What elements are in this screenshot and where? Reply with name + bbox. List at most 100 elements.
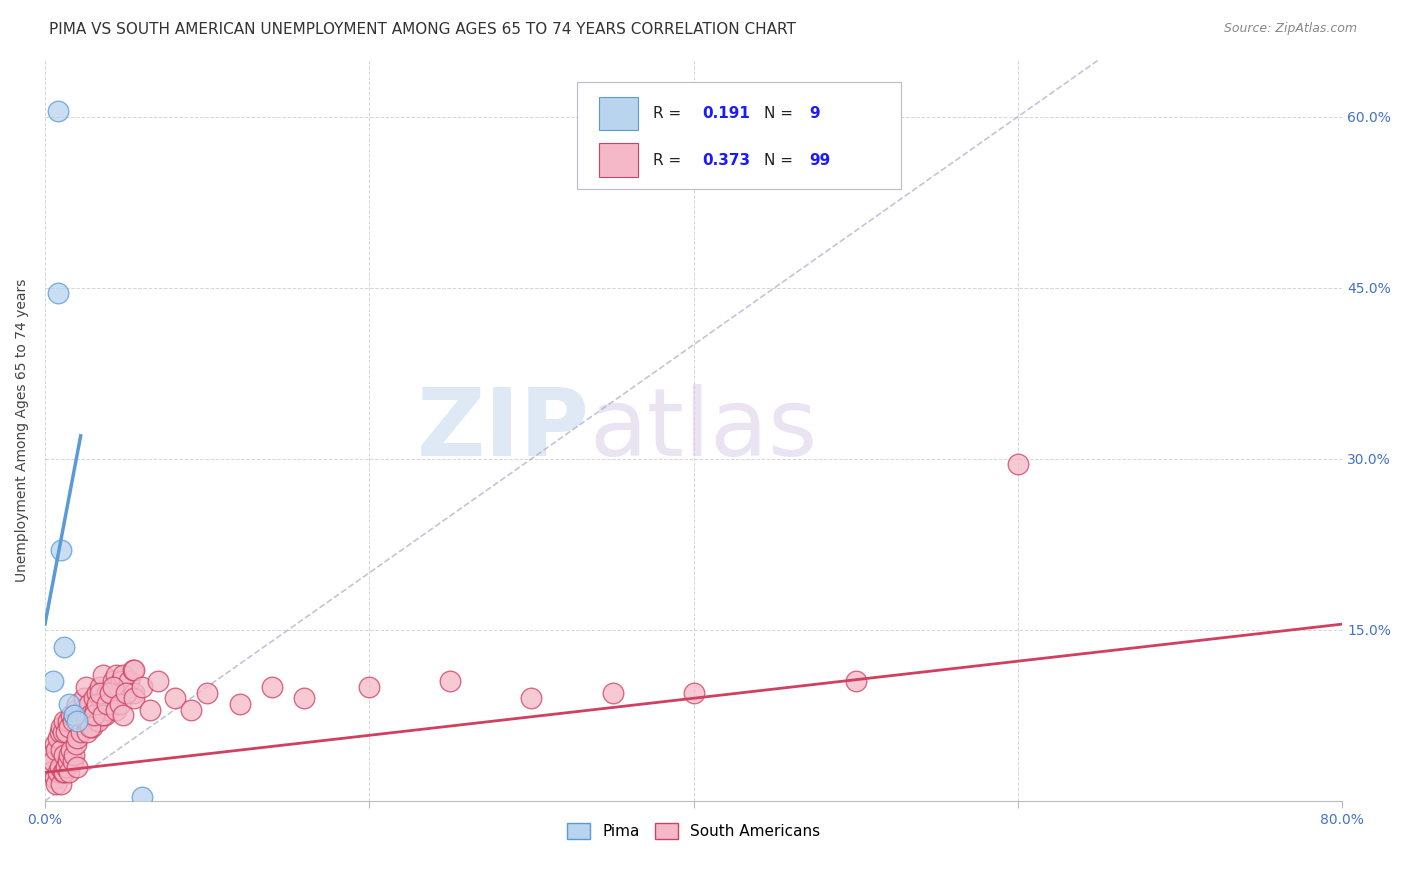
Point <box>96 685 118 699</box>
Point <box>55 725 77 739</box>
Point <box>86 697 108 711</box>
Point <box>73 691 96 706</box>
Point <box>90 697 112 711</box>
Point <box>294 691 316 706</box>
Point <box>44 771 66 785</box>
Point <box>93 668 115 682</box>
Point <box>69 725 91 739</box>
FancyBboxPatch shape <box>599 144 638 177</box>
Point <box>63 748 86 763</box>
Point <box>62 714 84 728</box>
Point <box>111 668 134 682</box>
FancyBboxPatch shape <box>599 96 638 130</box>
Point <box>45 742 67 756</box>
Text: 0.373: 0.373 <box>703 153 751 168</box>
Point <box>359 680 381 694</box>
Point <box>52 765 75 780</box>
Point <box>195 685 218 699</box>
Point <box>96 697 118 711</box>
Point <box>46 286 69 301</box>
Text: 9: 9 <box>808 106 820 120</box>
Point <box>139 703 162 717</box>
Point <box>53 765 76 780</box>
Text: Source: ZipAtlas.com: Source: ZipAtlas.com <box>1223 22 1357 36</box>
Point <box>163 691 186 706</box>
Point <box>84 703 107 717</box>
Point <box>58 765 80 780</box>
Point <box>104 691 127 706</box>
Text: atlas: atlas <box>591 384 818 476</box>
Point <box>51 742 73 756</box>
Point <box>107 685 129 699</box>
Point <box>520 691 543 706</box>
Point <box>89 680 111 694</box>
Point <box>83 691 105 706</box>
FancyBboxPatch shape <box>576 82 901 189</box>
Point <box>87 714 110 728</box>
Point <box>51 777 73 791</box>
Point <box>260 680 283 694</box>
Point <box>180 703 202 717</box>
Text: 99: 99 <box>808 153 831 168</box>
Point <box>59 742 82 756</box>
Point <box>42 674 65 689</box>
Legend: Pima, South Americans: Pima, South Americans <box>561 817 827 845</box>
Point <box>46 731 69 746</box>
Point <box>115 685 138 699</box>
Point <box>79 720 101 734</box>
Point <box>58 720 80 734</box>
Point <box>63 708 86 723</box>
Point <box>56 754 79 768</box>
Point <box>58 697 80 711</box>
Point <box>111 708 134 723</box>
Point <box>51 543 73 558</box>
Point <box>53 640 76 654</box>
Point <box>108 697 131 711</box>
Point <box>97 703 120 717</box>
Point <box>110 674 132 689</box>
Text: N =: N = <box>763 106 797 120</box>
Point <box>80 720 103 734</box>
Point <box>77 697 100 711</box>
Point <box>48 725 70 739</box>
Point <box>46 765 69 780</box>
Point <box>45 777 67 791</box>
Point <box>51 720 73 734</box>
Point <box>101 674 124 689</box>
Point <box>115 685 138 699</box>
Text: 0.191: 0.191 <box>703 106 751 120</box>
Point <box>66 714 89 728</box>
Point <box>121 663 143 677</box>
Point <box>58 748 80 763</box>
Point <box>682 685 704 699</box>
Text: ZIP: ZIP <box>418 384 591 476</box>
Point <box>56 714 79 728</box>
Point <box>131 790 153 805</box>
Point <box>122 663 145 677</box>
Point <box>66 759 89 773</box>
Point <box>89 685 111 699</box>
Point <box>66 731 89 746</box>
Point <box>83 708 105 723</box>
Point <box>1007 458 1029 472</box>
Point <box>122 685 145 699</box>
Point <box>46 103 69 118</box>
Point <box>79 708 101 723</box>
Point <box>38 748 60 763</box>
Point <box>76 725 98 739</box>
Point <box>148 674 170 689</box>
Point <box>101 680 124 694</box>
Point <box>65 737 87 751</box>
Point <box>66 697 89 711</box>
Point <box>100 697 122 711</box>
Point <box>53 714 76 728</box>
Point <box>122 691 145 706</box>
Point <box>53 748 76 763</box>
Text: R =: R = <box>654 106 686 120</box>
Point <box>65 703 87 717</box>
Point <box>75 714 97 728</box>
Point <box>602 685 624 699</box>
Y-axis label: Unemployment Among Ages 65 to 74 years: Unemployment Among Ages 65 to 74 years <box>15 278 30 582</box>
Point <box>67 708 90 723</box>
Point <box>52 725 75 739</box>
